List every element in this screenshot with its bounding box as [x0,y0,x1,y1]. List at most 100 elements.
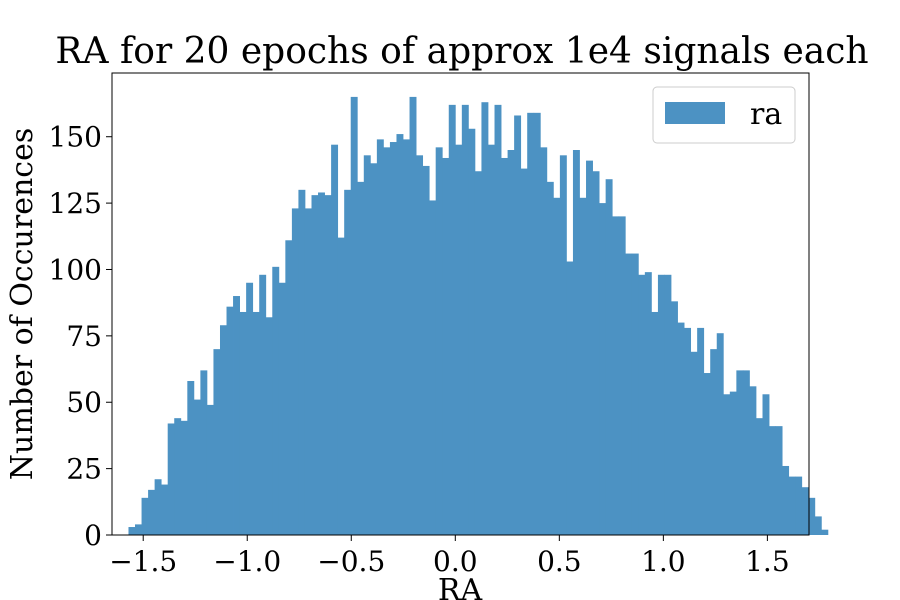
histogram-bar [769,426,776,535]
histogram-bar [527,112,535,535]
chart-title: RA for 20 epochs of approx 1e4 signals e… [55,31,868,72]
legend: ra [652,86,796,144]
histogram-bar [128,527,136,535]
histogram-bar [638,274,646,535]
histogram-bar [684,327,692,535]
histogram-bar [304,208,312,535]
histogram-bar [409,96,417,536]
histogram-bar [174,418,182,535]
histogram-bar [272,266,280,535]
y-tick-label: 0 [84,519,102,552]
histogram-bar [403,139,410,535]
histogram-bar [481,102,489,536]
histogram-bar [703,373,711,535]
histogram-bar [514,115,522,535]
histogram-bar [193,399,201,535]
histogram-bar [729,391,737,535]
histogram-bar [344,189,352,535]
histogram-bar [298,189,306,535]
histogram-bar [233,296,240,535]
histogram-bar [141,497,149,535]
histogram-bar [357,181,365,536]
histogram-bar [697,327,705,535]
histogram-bar [586,160,593,535]
histogram-bar [723,394,731,535]
x-axis-label: RA [438,573,483,600]
histogram-bar [664,274,672,535]
histogram-bar [651,311,659,535]
histogram-bar [435,147,443,535]
histogram-bar [167,423,175,535]
x-tick-label: −1.5 [109,545,177,578]
histogram-bar [782,465,790,535]
histogram-bar [206,404,214,535]
histogram-bar [376,139,384,535]
histogram-bar [468,128,476,535]
histogram-bar [762,394,770,535]
histogram-bar [200,370,208,535]
histogram-bar [631,253,639,536]
histogram-bar [259,274,267,535]
histogram-bar [331,144,339,535]
y-tick-label: 125 [49,187,102,220]
histogram-bar [318,192,325,536]
histogram-bar [599,203,607,535]
y-tick-label: 75 [66,320,102,353]
histogram-bar [795,476,803,535]
legend-swatch [665,102,725,124]
histogram-bar [592,171,600,536]
histogram-bar [180,420,188,535]
histogram-bar [808,497,816,535]
histogram-bar [474,171,482,536]
histogram-bar [455,144,463,535]
histogram-bar [801,487,809,535]
histogram-bar [461,104,469,536]
histogram-bar [494,104,502,536]
histogram-bar [416,155,424,535]
histogram-bar [671,301,678,535]
histogram-bar [559,155,567,535]
histogram-bar [350,96,358,536]
x-tick-label: −1.0 [213,545,281,578]
histogram-bar [749,386,757,535]
histogram-bar [311,195,319,535]
x-axis: −1.5 −1.0 −0.5 0.0 0.5 1.0 1.5 [109,535,790,578]
histogram-bar [337,237,345,535]
histogram-bar [821,529,829,535]
histogram-bar [618,216,626,535]
x-tick-label: 1.0 [641,545,686,578]
histogram-bar [226,306,234,535]
histogram-bar [553,197,561,536]
histogram-bar [324,195,332,535]
histogram-bar [213,349,221,535]
histogram-bar [487,144,495,535]
histogram-bar [187,381,195,535]
histogram-bar [278,282,286,535]
histogram-bar [546,181,554,536]
histogram-bar [501,157,508,535]
y-axis: 0 25 50 75 100 125 150 [49,121,112,552]
histogram-bar [422,165,430,535]
histogram-bar [788,476,796,535]
histogram-bar [716,333,724,535]
histogram-bar [239,311,247,535]
histogram-bar [389,142,397,535]
legend-label-ra: ra [750,97,782,132]
histogram-bar [154,479,162,535]
histogram-bar [566,261,574,535]
histogram-bar [572,150,580,535]
histogram-bar [442,157,450,535]
histogram-bar [219,325,227,535]
histogram-bar [148,489,156,535]
histogram-bar [690,351,698,535]
histogram-bar [429,200,437,535]
histogram-bar [814,516,822,535]
histogram-bar [135,524,142,535]
histogram-bar [755,418,763,535]
plot-frame [111,72,810,536]
histogram-bars [128,96,829,536]
x-tick-label: −0.5 [317,545,385,578]
histogram-bar [775,426,783,535]
x-tick-label: 1.5 [745,545,790,578]
